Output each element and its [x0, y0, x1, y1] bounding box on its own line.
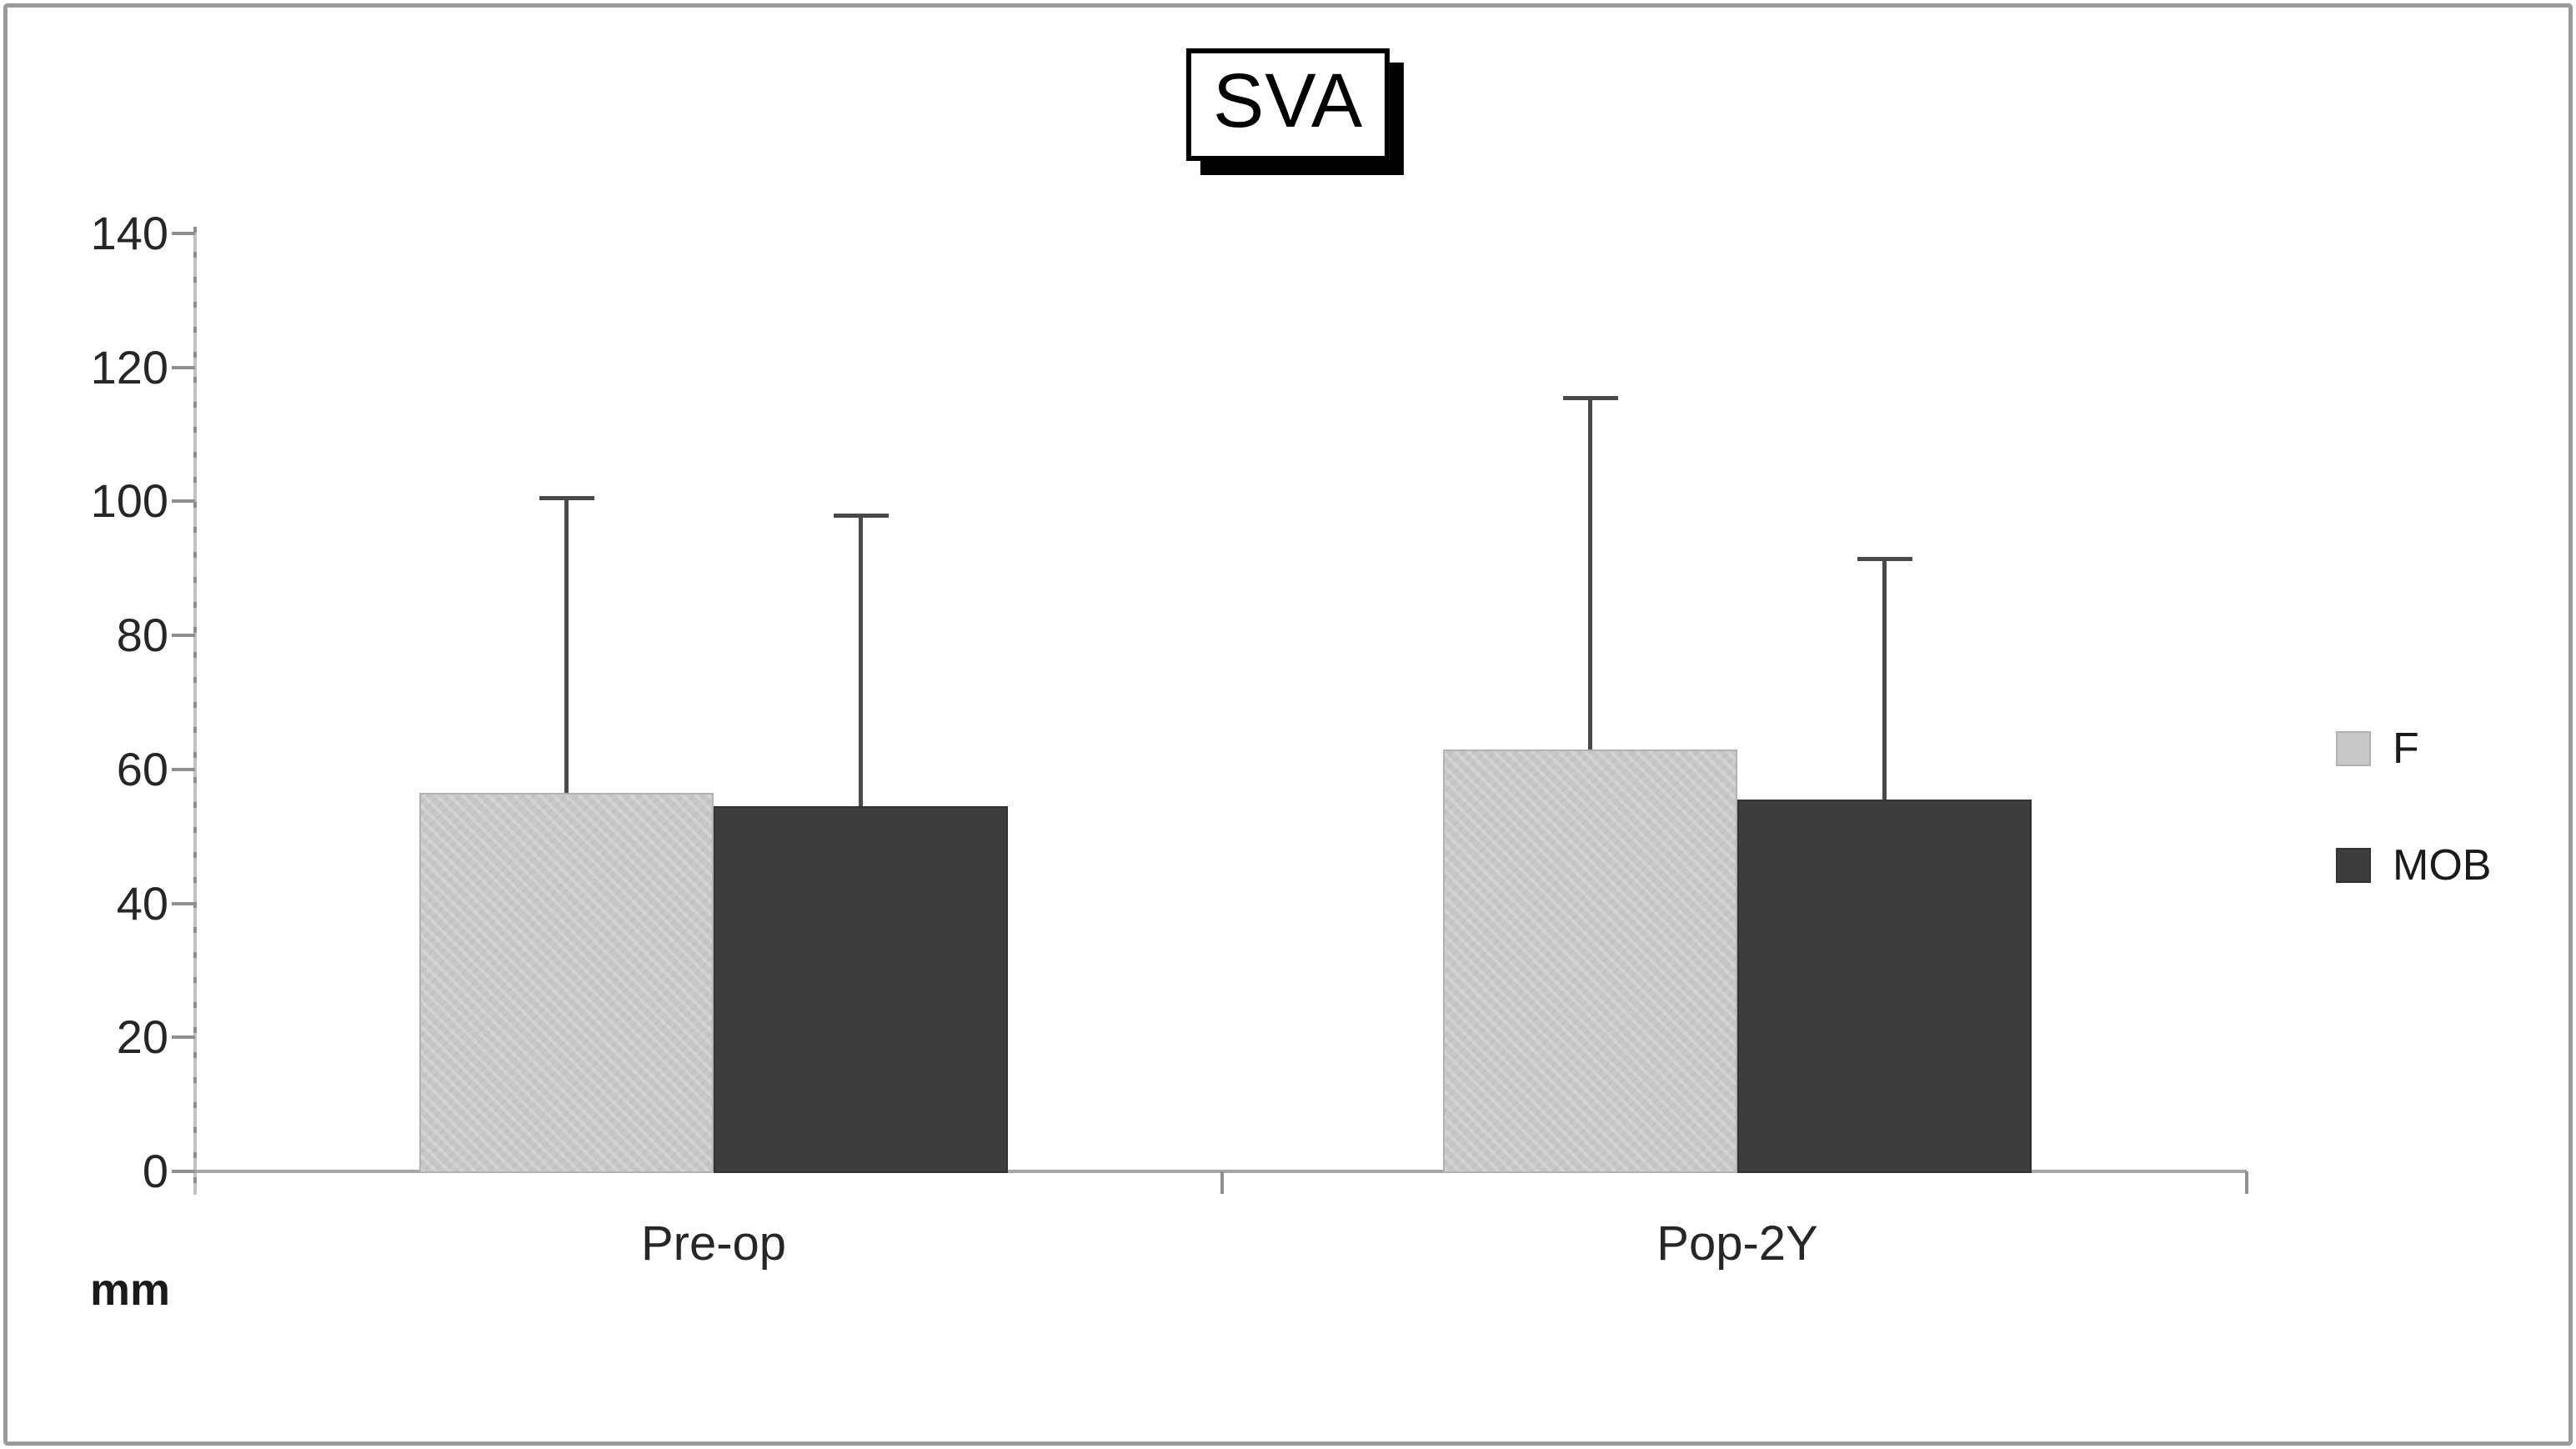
legend: F MOB	[2336, 727, 2491, 960]
chart-title-box: SVA	[1185, 48, 1391, 162]
y-tick-label-0: 0	[142, 1145, 168, 1197]
error-bar-cap-mob-pre-op	[833, 513, 889, 518]
bar-f-pre-op	[419, 792, 714, 1173]
y-tick-label-120: 120	[90, 340, 168, 394]
y-tick-mark-80	[172, 634, 195, 638]
y-tick-mark-100	[172, 499, 195, 504]
y-tick-mark-0	[172, 1170, 195, 1173]
y-axis-unit-label: mm	[90, 1265, 171, 1315]
y-tick-mark-140	[172, 232, 195, 235]
bar-mob-pre-op	[714, 806, 1008, 1173]
legend-item-mob: MOB	[2336, 844, 2491, 887]
y-axis-line	[193, 227, 197, 1195]
chart-title: SVA	[1212, 58, 1364, 143]
error-bar-stem-f-pop-2y	[1588, 397, 1592, 750]
y-tick-label-40: 40	[116, 876, 168, 930]
legend-swatch-f	[2336, 731, 2371, 766]
y-tick-label-140: 140	[90, 207, 168, 259]
x-category-label-pop-2y: Pop-2Y	[1656, 1216, 1818, 1271]
legend-label-mob: MOB	[2393, 841, 2492, 890]
y-tick-mark-20	[172, 1035, 195, 1040]
y-tick-mark-120	[172, 365, 195, 369]
x-category-label-pre-op: Pre-op	[640, 1216, 787, 1271]
y-tick-mark-40	[172, 901, 195, 905]
legend-swatch-mob	[2336, 848, 2371, 883]
error-bar-stem-f-pre-op	[564, 498, 569, 793]
error-bar-cap-mob-pop-2y	[1857, 556, 1912, 561]
error-bar-stem-mob-pop-2y	[1882, 558, 1887, 800]
x-tick-mark-0	[1220, 1171, 1224, 1194]
figure-border	[3, 3, 2573, 1446]
y-tick-label-60: 60	[116, 742, 168, 795]
error-bar-stem-mob-pre-op	[859, 514, 863, 807]
legend-label-f: F	[2393, 724, 2419, 773]
y-tick-label-20: 20	[116, 1010, 168, 1064]
y-tick-label-100: 100	[90, 474, 168, 528]
error-bar-cap-f-pop-2y	[1562, 395, 1618, 400]
bar-f-pop-2y	[1443, 749, 1737, 1173]
y-tick-label-80: 80	[116, 609, 168, 662]
legend-item-f: F	[2336, 727, 2491, 770]
y-tick-mark-60	[172, 767, 195, 771]
bar-mob-pop-2y	[1737, 800, 2032, 1173]
x-tick-mark-1	[2245, 1171, 2248, 1194]
x-axis-line	[193, 1170, 2247, 1173]
error-bar-cap-f-pre-op	[539, 496, 594, 501]
